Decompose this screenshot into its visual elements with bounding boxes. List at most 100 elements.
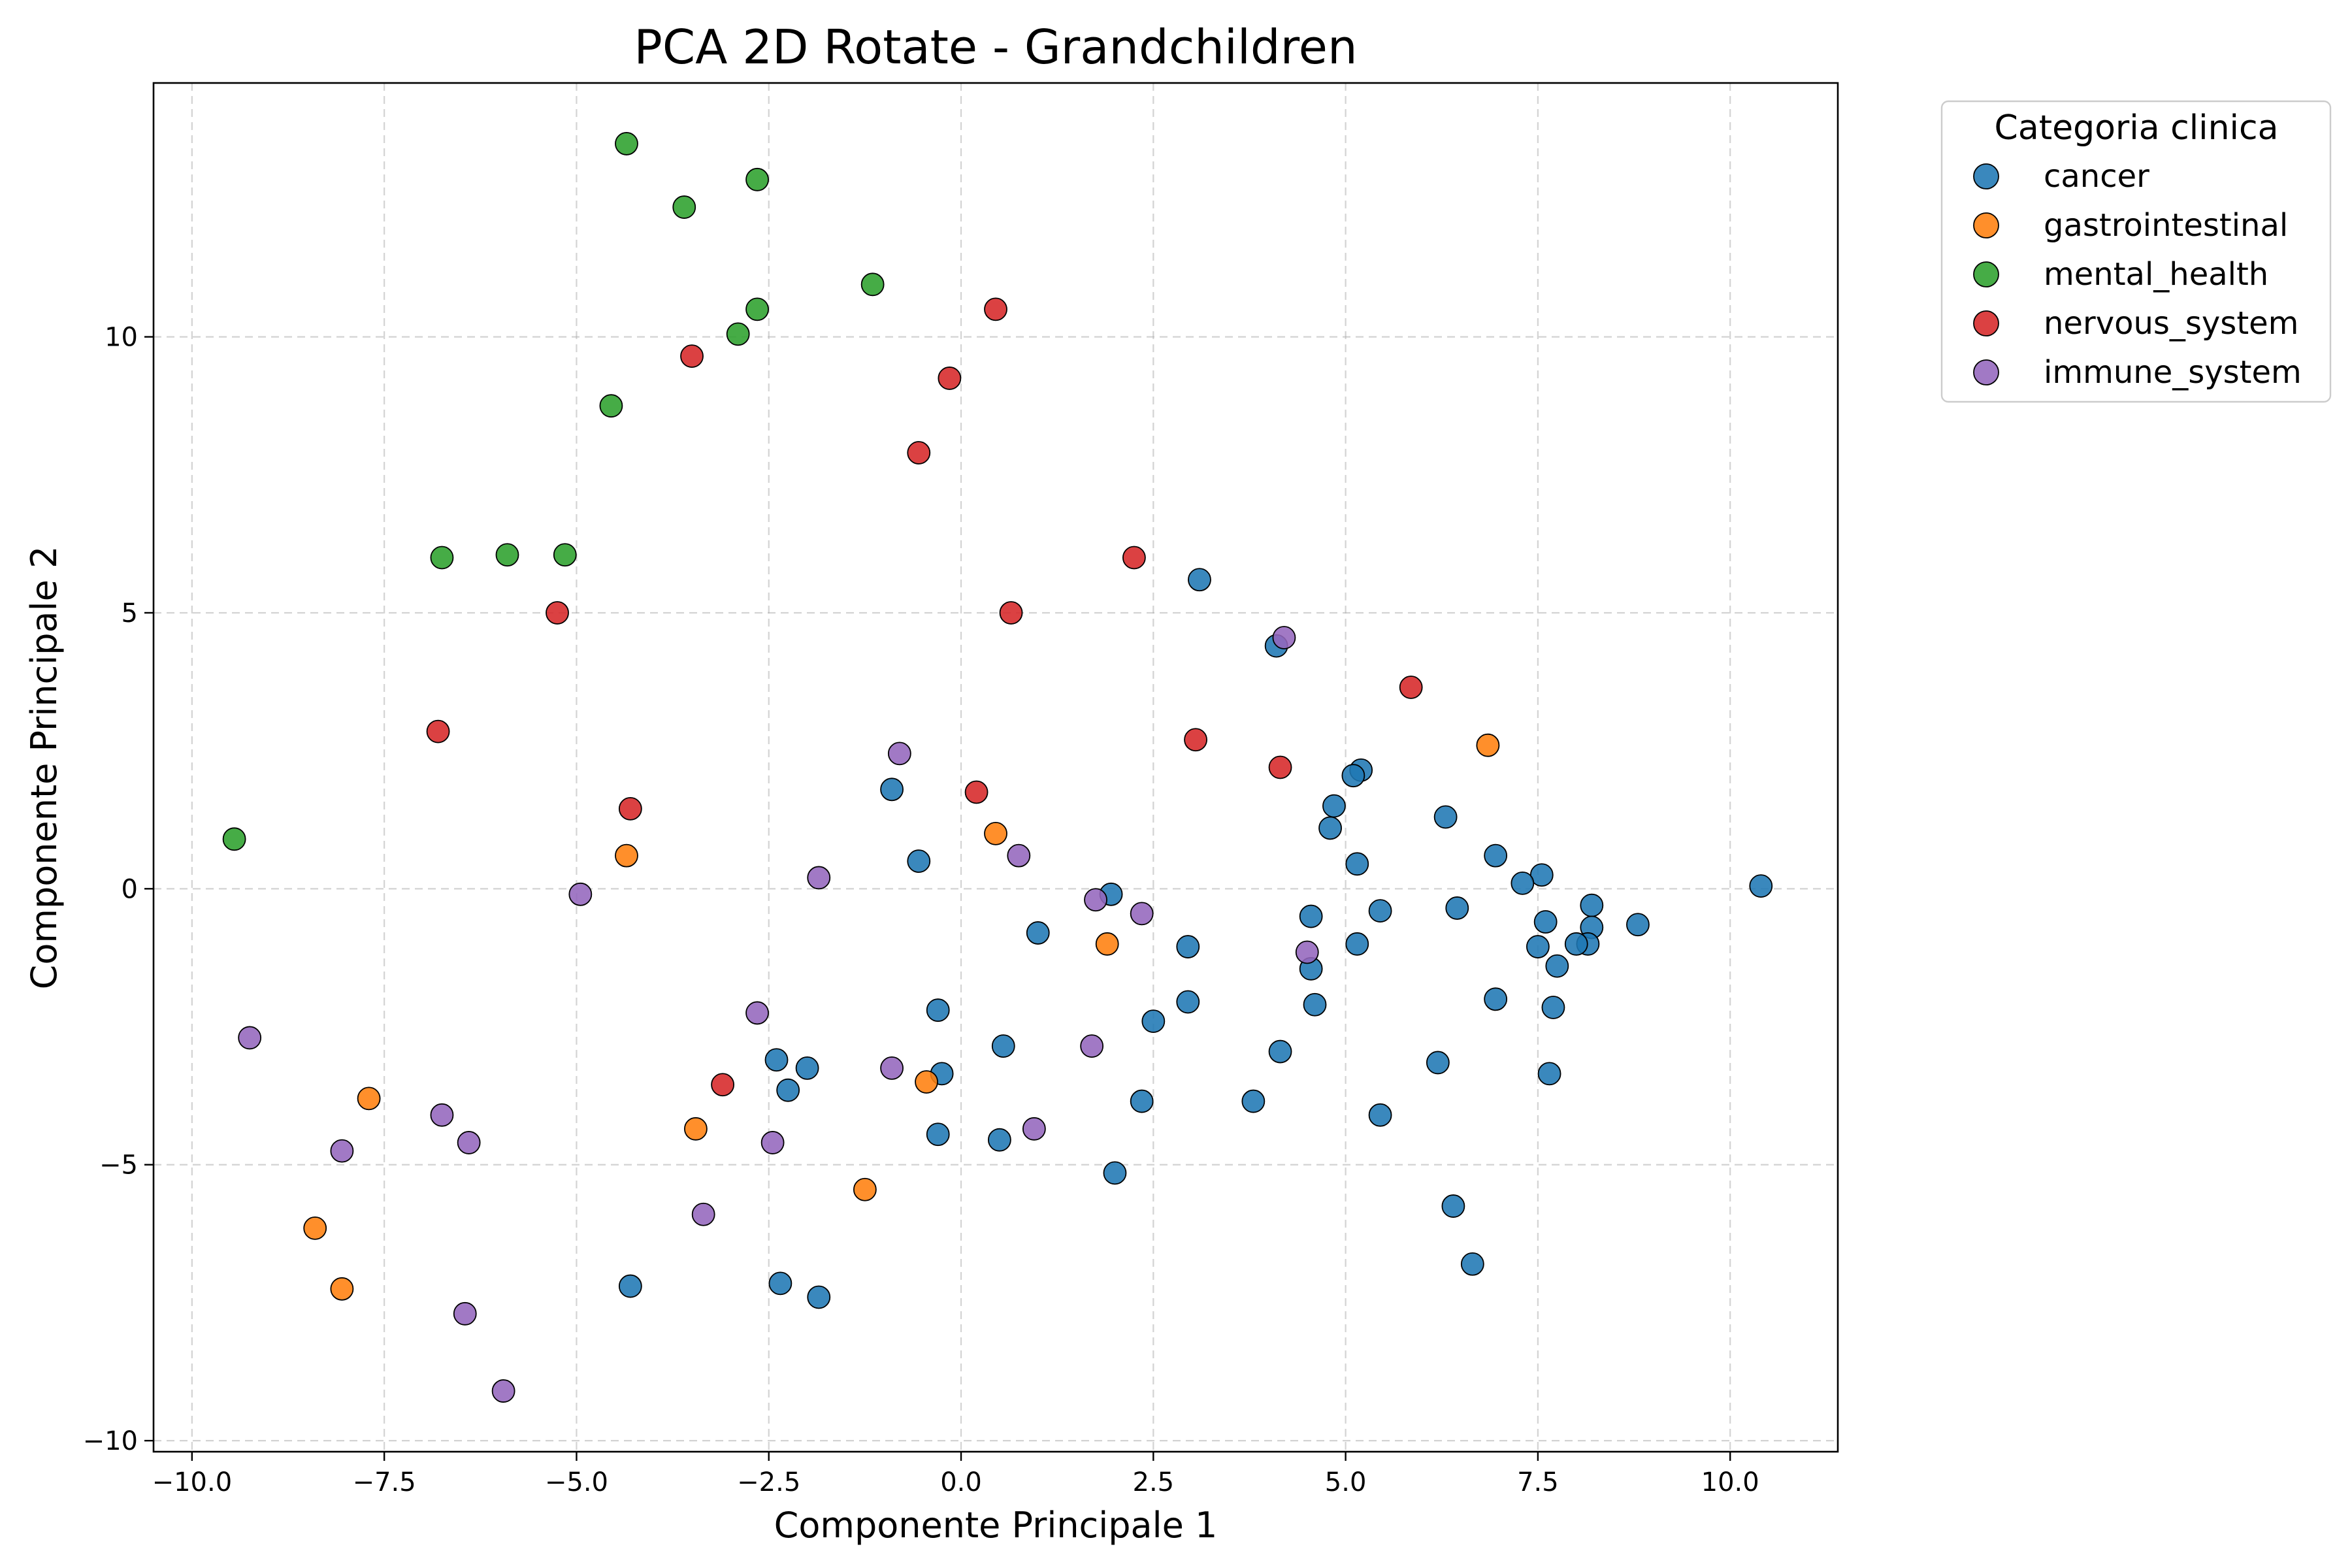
point-cancer <box>1188 568 1211 592</box>
point-immune-system <box>568 882 593 906</box>
x-tick-label: −7.5 <box>353 1467 416 1497</box>
point-nervous-system <box>426 719 450 743</box>
legend-label-nervous-system: nervous_system <box>2044 305 2298 342</box>
series-gastrointestinal <box>303 733 1500 1301</box>
point-cancer <box>1103 1161 1127 1185</box>
grid <box>154 83 1838 1452</box>
point-cancer <box>1141 1009 1166 1033</box>
point-immune-system <box>1295 940 1319 964</box>
point-cancer <box>618 1274 642 1298</box>
point-immune-system <box>880 1056 904 1080</box>
point-immune-system <box>238 1026 262 1050</box>
y-axis-label: Componente Principale 2 <box>24 546 65 990</box>
point-immune-system <box>1130 902 1154 926</box>
y-tick-label: 0 <box>122 874 138 904</box>
point-immune-system <box>760 1131 785 1154</box>
point-nervous-system <box>907 441 931 465</box>
point-immune-system <box>691 1202 715 1226</box>
point-mental-health <box>430 546 454 570</box>
legend-items: cancer gastrointestinal mental_healthnervo… <box>1973 158 2302 391</box>
legend-label-immune-system: immune_system <box>2044 354 2302 391</box>
point-cancer <box>795 1056 819 1080</box>
point-mental-health <box>599 394 623 418</box>
legend-frame <box>1940 100 2332 403</box>
point-immune-system <box>807 866 831 890</box>
point-gastrointestinal <box>615 843 638 868</box>
point-cancer <box>1130 1089 1154 1113</box>
point-cancer <box>1749 874 1773 898</box>
point-mental-health <box>745 167 769 191</box>
point-cancer <box>768 1271 792 1296</box>
point-nervous-system <box>1184 728 1207 752</box>
legend-label-gastrointestinal: gastrointestinal <box>2044 207 2288 244</box>
point-mental-health <box>615 132 638 155</box>
x-axis-ticks: −10.0 −7.5 −5.0 −2.5 0.0 2.5 5.0 7.5 10.0 <box>152 1452 1759 1497</box>
point-cancer <box>1368 1103 1392 1127</box>
point-cancer <box>880 777 904 802</box>
point-cancer <box>1460 1252 1484 1276</box>
legend: Categoria clinica cancer gastrointestinal… <box>1940 100 2332 403</box>
point-cancer <box>1511 871 1535 895</box>
point-cancer <box>1445 896 1469 920</box>
y-tick-label: −10 <box>83 1426 138 1456</box>
x-tick-label: 2.5 <box>1133 1467 1175 1497</box>
point-nervous-system <box>546 601 569 625</box>
point-cancer <box>1537 1062 1561 1086</box>
y-tick-label: −5 <box>99 1151 138 1181</box>
point-nervous-system <box>680 344 704 368</box>
series-nervous-system <box>426 297 1423 1097</box>
point-cancer <box>1484 843 1508 868</box>
x-axis-label: Componente Principale 1 <box>774 1505 1218 1546</box>
point-cancer <box>1026 921 1050 945</box>
point-immune-system <box>453 1301 477 1326</box>
point-mental-health <box>672 195 696 219</box>
point-cancer <box>1341 764 1365 788</box>
point-cancer <box>987 1128 1011 1152</box>
x-tick-label: 5.0 <box>1325 1467 1367 1497</box>
point-nervous-system <box>984 297 1007 321</box>
x-tick-label: −5.0 <box>545 1467 608 1497</box>
point-cancer <box>926 1122 950 1147</box>
point-gastrointestinal <box>684 1117 708 1141</box>
point-mental-health <box>495 543 519 567</box>
x-tick-label: 7.5 <box>1517 1467 1559 1497</box>
point-gastrointestinal <box>303 1216 327 1240</box>
point-mental-health <box>726 322 750 346</box>
point-gastrointestinal <box>915 1070 938 1094</box>
legend-title: Categoria clinica <box>1995 108 2279 148</box>
point-gastrointestinal <box>984 821 1007 845</box>
point-immune-system <box>330 1139 354 1163</box>
point-immune-system <box>745 1001 769 1025</box>
point-immune-system <box>1084 888 1107 912</box>
point-cancer <box>1345 852 1369 876</box>
point-cancer <box>1299 904 1323 928</box>
y-tick-label: 5 <box>122 598 138 629</box>
legend-marker-immune-system <box>1973 359 1999 385</box>
y-tick-label: 10 <box>105 323 138 353</box>
legend-label-cancer: cancer <box>2044 158 2149 195</box>
point-mental-health <box>222 827 246 851</box>
point-cancer <box>926 998 950 1022</box>
x-tick-label: 0.0 <box>940 1467 982 1497</box>
point-immune-system <box>887 742 911 766</box>
point-cancer <box>1303 992 1327 1017</box>
point-immune-system <box>1272 626 1296 649</box>
point-cancer <box>1368 899 1392 923</box>
point-cancer <box>764 1048 789 1072</box>
point-cancer <box>1433 805 1458 829</box>
point-nervous-system <box>1268 755 1292 779</box>
point-nervous-system <box>618 796 642 821</box>
point-cancer <box>1541 996 1565 1019</box>
point-nervous-system <box>938 367 962 390</box>
point-immune-system <box>430 1103 454 1127</box>
point-cancer <box>1533 910 1558 934</box>
chart-title: PCA 2D Rotate - Grandchildren <box>634 20 1357 74</box>
x-tick-label: −10.0 <box>152 1467 233 1497</box>
point-mental-health <box>553 543 577 567</box>
point-immune-system <box>491 1379 515 1403</box>
point-cancer <box>1545 954 1569 978</box>
plot-frame <box>152 82 1839 1453</box>
series-cancer <box>618 568 1773 1309</box>
point-cancer <box>1441 1194 1465 1218</box>
point-mental-health <box>860 272 885 297</box>
